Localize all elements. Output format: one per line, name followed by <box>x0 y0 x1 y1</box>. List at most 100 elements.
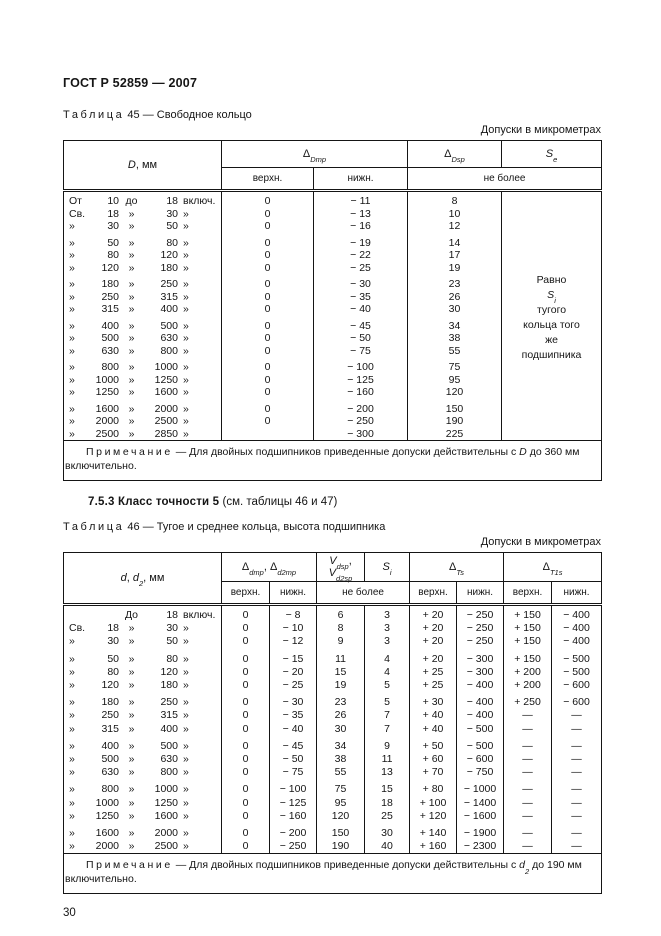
tolerance-value-cell: − 15 <box>268 648 318 666</box>
range-part-n2: 2000 <box>154 402 178 415</box>
range-part-p: » <box>69 249 75 261</box>
range-part-m: » <box>128 783 135 796</box>
tolerance-value-cell: − 400 <box>551 622 603 636</box>
range-part-s: » <box>183 261 189 274</box>
tolerance-value-cell: − 100 <box>268 779 318 797</box>
range-part-p: » <box>69 840 75 853</box>
size-range-cell: » 1600 » 2000 » <box>63 823 222 841</box>
table-row: » 180 » 250 » 0− 30 23 <box>63 274 602 291</box>
tolerance-value-cell: − 11 <box>312 189 409 208</box>
tolerance-value-cell: 190 <box>316 840 366 854</box>
tolerance-value-cell: — <box>551 840 603 854</box>
range-part-s: » <box>183 415 189 427</box>
table-row: » 315 » 400 » 0− 40 30 <box>63 303 602 316</box>
range-part-m: » <box>128 236 135 249</box>
table-row: » 630» 800» 0− 75 55 13 + 70− 750— — <box>63 766 603 780</box>
range-part-n2: 800 <box>160 766 178 779</box>
section-heading: 7.5.3 Класс точности 5 (см. таблицы 46 и… <box>88 495 601 509</box>
tolerance-value-cell: − 30 <box>312 274 409 291</box>
range-part-s: » <box>183 809 189 822</box>
tolerance-value-cell: 19 <box>316 679 366 693</box>
tolerance-value-cell: — <box>503 735 553 754</box>
range-part-p: » <box>69 679 75 692</box>
note-text: Для двойных подшипников приведенные допу… <box>189 859 517 872</box>
range-part-m: » <box>128 796 135 809</box>
unit: , мм <box>135 159 158 171</box>
range-part-s: » <box>183 332 189 344</box>
tolerance-value-cell: − 600 <box>551 679 603 693</box>
tolerance-value-cell: 7 <box>364 722 411 736</box>
symbol-sub: e <box>553 155 558 165</box>
tolerance-value-cell: − 75 <box>312 344 409 357</box>
table-row: » 1250» 1600» 0− 160 120 25 + 120− 1600— — <box>63 809 603 824</box>
range-part-p: » <box>69 386 75 398</box>
tolerance-value-cell: 14 <box>407 232 503 249</box>
note-symbol: D <box>519 446 527 458</box>
tolerance-value-cell: − 400 <box>551 603 603 623</box>
tolerance-value-cell: + 150 <box>503 603 553 623</box>
tolerance-value-cell: − 8 <box>268 603 318 623</box>
tolerance-value-cell: + 100 <box>409 796 458 810</box>
table46-header-row-2: верхн. нижн. не более верхн. нижн. верхн… <box>64 581 603 605</box>
tolerance-value-cell: − 45 <box>268 735 318 754</box>
symbol: S <box>382 561 390 573</box>
tolerance-value-cell: 19 <box>407 261 503 274</box>
tolerance-value-cell: — <box>551 766 603 780</box>
col-subheader-nomore: не более <box>407 167 603 191</box>
range-part-s: » <box>183 796 189 809</box>
tolerance-value-cell: 3 <box>364 603 411 623</box>
tolerance-value-cell: − 600 <box>551 692 603 710</box>
range-part-n1: 630 <box>101 344 119 357</box>
range-part-n1: 30 <box>107 220 119 232</box>
tolerance-value-cell: − 400 <box>551 635 603 649</box>
symbol: Δ <box>444 148 452 160</box>
range-part-s: » <box>183 344 189 357</box>
range-part-m: » <box>128 290 135 303</box>
tolerance-value-cell: 26 <box>316 709 366 723</box>
table-row: » 315» 400» 0− 40 30 7 + 40− 500— — <box>63 722 603 736</box>
table-45: D, мм ΔDmp ΔDsp Se верхн. нижн. не более… <box>63 140 603 481</box>
tolerance-value-cell: 0 <box>221 344 314 357</box>
symbol: Δ <box>241 561 250 573</box>
symbol-2: V <box>328 567 337 579</box>
range-part-m: » <box>128 332 135 344</box>
range-part-n2: 1000 <box>154 783 178 796</box>
col-subheader-lower: нижн. <box>268 581 318 605</box>
tolerance-value-cell: 0 <box>221 207 314 220</box>
range-part-n1: 1000 <box>95 796 119 809</box>
symbol-2-sub: d2sp <box>336 574 353 584</box>
size-range-cell: » 250 » 315 » <box>63 709 222 723</box>
table-row: От 10 до 18 включ. 0− 11 8 Равно Si тугого кольца… <box>63 189 603 441</box>
range-part-s: » <box>183 766 189 779</box>
tolerance-value-cell: 15 <box>316 665 366 680</box>
tolerance-value-cell: + 250 <box>503 692 553 710</box>
range-part-s: » <box>183 373 189 386</box>
tolerance-value-cell: 23 <box>316 692 366 710</box>
range-part-p: » <box>69 696 75 709</box>
tolerance-value-cell: − 12 <box>268 635 318 649</box>
sep: , <box>126 572 133 584</box>
range-part-n2: 120 <box>160 665 178 678</box>
tolerance-value-cell: 0 <box>221 635 270 649</box>
range-part-m: » <box>128 373 135 386</box>
size-range-cell: » 30 » 50 » <box>63 635 222 649</box>
range-part-n1: 630 <box>101 766 119 779</box>
range-part-n1: 30 <box>107 635 119 648</box>
tolerance-value-cell: + 60 <box>409 753 458 767</box>
range-part-n2: 500 <box>160 319 178 332</box>
col-header-delta-t1s: ΔT1s <box>503 552 603 582</box>
size-range-cell: » 250 » 315 » <box>63 290 222 303</box>
tolerance-value-cell: − 600 <box>456 753 505 767</box>
table45-header-row-1: D, мм ΔDmp ΔDsp Se <box>63 140 603 191</box>
tolerance-value-cell: 23 <box>407 274 503 291</box>
tolerance-value-cell: 0 <box>221 823 270 841</box>
range-part-s: » <box>183 220 189 232</box>
symbol-2: Δ <box>269 561 278 573</box>
range-part-n2: 800 <box>160 344 178 357</box>
col-header-si: Si <box>364 552 411 582</box>
range-part-m: » <box>128 739 135 752</box>
range-part-n2: 30 <box>166 207 178 220</box>
tolerance-value-cell: + 25 <box>409 679 458 693</box>
tolerance-value-cell: − 35 <box>312 290 409 303</box>
range-part-p: Св. <box>69 207 86 220</box>
